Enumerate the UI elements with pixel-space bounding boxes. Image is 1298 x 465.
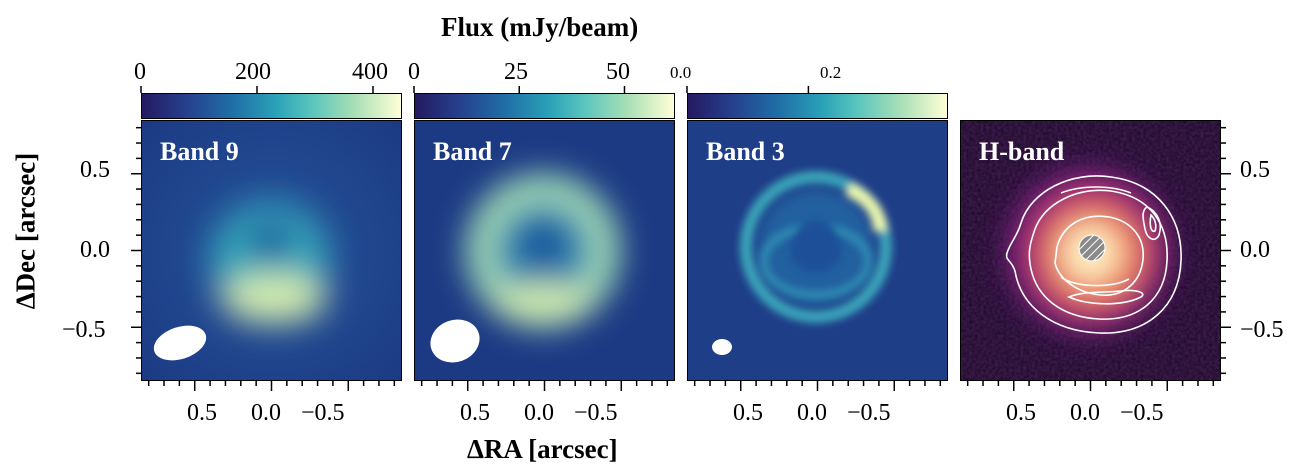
band3-image bbox=[688, 121, 947, 380]
panel-label: Band 7 bbox=[433, 137, 512, 166]
y-tick-label-right: 0.0 bbox=[1240, 237, 1270, 263]
colorbar-band7-tick-label: 50 bbox=[606, 59, 630, 85]
y-tick-label-left: −0.5 bbox=[62, 317, 106, 343]
colorbar-title: Flux (mJy/beam) bbox=[441, 12, 639, 42]
x-tick-label: 0.5 bbox=[1006, 400, 1036, 426]
y-tick-label-right: −0.5 bbox=[1240, 317, 1284, 343]
x-tick-label: 0.5 bbox=[460, 400, 490, 426]
x-tick-label: −0.5 bbox=[574, 400, 618, 426]
panel-band9: Band 9 bbox=[141, 120, 402, 381]
colorbar-band7-tick-label: 25 bbox=[504, 59, 528, 85]
x-tick-label: −0.5 bbox=[301, 400, 345, 426]
colorbar-band9-tick-label: 0 bbox=[134, 59, 146, 85]
panel-label: Band 3 bbox=[706, 137, 785, 166]
x-tick-label: −0.5 bbox=[847, 400, 891, 426]
x-tick-label: 0.0 bbox=[797, 400, 827, 426]
x-tick-label: −0.5 bbox=[1120, 400, 1164, 426]
colorbar-band9-tick-label: 400 bbox=[352, 59, 388, 85]
y-tick-label-left: 0.0 bbox=[80, 237, 110, 263]
colorbar-band9-tick-label: 200 bbox=[235, 59, 271, 85]
colorbar-band7 bbox=[414, 93, 675, 119]
panel-label: Band 9 bbox=[160, 137, 239, 166]
x-tick-label: 0.0 bbox=[1070, 400, 1100, 426]
colorbar-band3-tick-label: 0.0 bbox=[670, 63, 692, 82]
panel-label: H-band bbox=[979, 137, 1065, 166]
colorbar-band3 bbox=[687, 93, 948, 119]
x-tick-label: 0.0 bbox=[524, 400, 554, 426]
contours bbox=[1005, 175, 1182, 334]
coronagraph-mask bbox=[1078, 234, 1106, 262]
x-tick-label: 0.5 bbox=[733, 400, 763, 426]
band9-image bbox=[142, 121, 401, 380]
panel-hband: H-band bbox=[960, 120, 1221, 381]
x-tick-label: 0.0 bbox=[251, 400, 281, 426]
y-tick-label-left: 0.5 bbox=[80, 157, 110, 183]
colorbar-band3-tick-label: 0.2 bbox=[820, 63, 842, 82]
hband-image bbox=[961, 121, 1220, 380]
colorbar-band9 bbox=[141, 93, 402, 119]
x-axis-label: ΔRA [arcsec] bbox=[467, 434, 618, 464]
colorbar-band7-tick-label: 0 bbox=[408, 59, 420, 85]
y-tick-label-right: 0.5 bbox=[1240, 157, 1270, 183]
panel-band3: Band 3 bbox=[687, 120, 948, 381]
x-tick-label: 0.5 bbox=[187, 400, 217, 426]
panel-band7: Band 7 bbox=[414, 120, 675, 381]
band7-image bbox=[415, 121, 674, 380]
beam-ellipse bbox=[712, 339, 732, 355]
y-axis-label: ΔDec [arcsec] bbox=[10, 152, 41, 310]
beam-ellipse bbox=[430, 319, 480, 363]
beam-ellipse bbox=[153, 325, 207, 361]
